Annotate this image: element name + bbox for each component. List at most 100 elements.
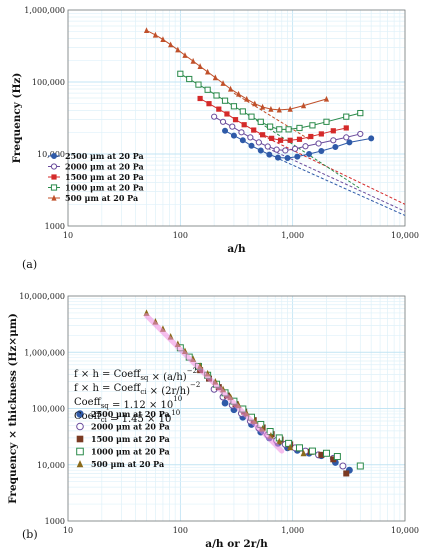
legend-label: 500 μm at 20 Pa — [65, 193, 138, 203]
data-point — [76, 435, 84, 443]
data-point — [343, 113, 350, 120]
data-point — [269, 135, 275, 141]
y-tick-label: 100,000 — [32, 78, 65, 87]
x-axis-label: a/h or 2r/h — [205, 538, 268, 550]
data-point — [224, 111, 230, 117]
panel-b: 10 100 1,000 10,000 1000 10,000 100,000 1,000,0… — [7, 292, 419, 550]
equation-part: = 1.45 × 10 — [107, 414, 171, 425]
data-point — [175, 46, 181, 53]
data-point — [51, 194, 57, 201]
equation-part: × (a/h) — [148, 372, 186, 383]
plot-frame — [67, 9, 406, 227]
legend-label: 2000 μm at 20 Pa — [65, 162, 144, 172]
data-point — [357, 130, 364, 138]
data-point — [248, 113, 255, 120]
data-point — [216, 106, 222, 112]
data-point — [276, 106, 282, 113]
x-tick-label: 10,000 — [391, 231, 419, 240]
data-point — [50, 184, 58, 191]
equation-part: 10 — [173, 395, 182, 403]
y-tick-label: 10,000,000 — [19, 292, 65, 301]
data-point — [300, 449, 307, 457]
y-tick-label: 1,000,000 — [24, 348, 65, 357]
legend-label: 1500 μm at 20 Pa — [91, 434, 170, 444]
data-point — [232, 117, 239, 123]
series — [176, 344, 364, 470]
plot-frame — [67, 295, 406, 522]
equation: f × h = Coeffci × (2r/h)−2 — [74, 381, 200, 397]
equation-part: sq — [101, 402, 110, 410]
data-point — [221, 97, 229, 104]
data-point — [276, 126, 283, 133]
data-point — [318, 451, 325, 458]
y-tick-label: 100,000 — [32, 405, 65, 414]
equation-part: sq — [140, 374, 149, 382]
data-point — [276, 437, 283, 445]
y-axis-label: Frequency × thickness (Hz×μm) — [7, 313, 19, 504]
data-point — [287, 105, 293, 112]
x-tick-label: 1,000 — [281, 231, 304, 240]
data-point — [260, 132, 266, 138]
equation-part: ci — [101, 416, 108, 424]
data-point — [284, 154, 291, 161]
legend-label: 2500 μm at 20 Pa — [65, 151, 144, 161]
data-point — [50, 163, 58, 170]
data-point — [160, 36, 166, 43]
data-point — [257, 118, 264, 125]
data-point — [230, 132, 237, 139]
data-point — [76, 410, 84, 418]
data-point — [309, 122, 316, 129]
data-point — [219, 118, 227, 125]
equation: f × h = Coeffsq × (a/h)−2 — [74, 367, 197, 383]
y-tick-label: 10,000 — [37, 461, 65, 470]
equation-part: ci — [140, 388, 147, 396]
y-tick-label: 1000 — [45, 517, 65, 526]
x-tick-label: 10,000 — [391, 526, 419, 535]
equation: Coeffsq = 1.12 × 1010 — [74, 395, 182, 411]
equation: Coeffci = 1.45 × 1010 — [74, 409, 180, 425]
data-point — [204, 86, 211, 93]
data-point — [51, 174, 57, 180]
data-point — [300, 102, 307, 109]
series — [144, 313, 285, 454]
data-point — [343, 470, 350, 477]
data-point — [205, 68, 211, 75]
data-point — [51, 152, 58, 159]
data-point — [296, 136, 303, 142]
x-tick-label: 10 — [63, 231, 73, 240]
equation-part: −2 — [190, 381, 200, 389]
x-tick-label: 100 — [173, 526, 188, 535]
x-tick-label: 100 — [173, 231, 188, 240]
y-axis-label: Frequency (Hz) — [11, 73, 23, 164]
data-point — [330, 128, 336, 134]
data-point — [356, 462, 364, 470]
data-point — [285, 126, 292, 133]
data-point — [282, 147, 289, 154]
data-point — [239, 137, 246, 144]
data-point — [268, 105, 274, 112]
data-point — [285, 439, 293, 447]
equation-part: Coeff — [74, 411, 102, 422]
equation-part: Coeff — [74, 397, 102, 408]
series — [197, 95, 349, 143]
series-line — [199, 98, 347, 141]
data-point — [308, 447, 316, 455]
data-point — [255, 139, 262, 146]
data-point — [222, 127, 229, 134]
data-point — [229, 123, 236, 130]
panel-label: (a) — [22, 258, 37, 271]
data-point — [247, 134, 254, 141]
data-point — [333, 453, 341, 461]
data-point — [152, 31, 159, 38]
panel-label: (b) — [22, 528, 38, 541]
data-point — [332, 144, 339, 151]
data-point — [323, 118, 330, 125]
data-point — [197, 63, 203, 69]
data-point — [230, 103, 238, 110]
data-point — [343, 125, 349, 131]
data-point — [168, 41, 174, 48]
legend-label: 2000 μm at 20 Pa — [91, 422, 170, 432]
data-point — [273, 146, 280, 153]
data-point — [287, 443, 294, 451]
data-point — [241, 122, 247, 128]
